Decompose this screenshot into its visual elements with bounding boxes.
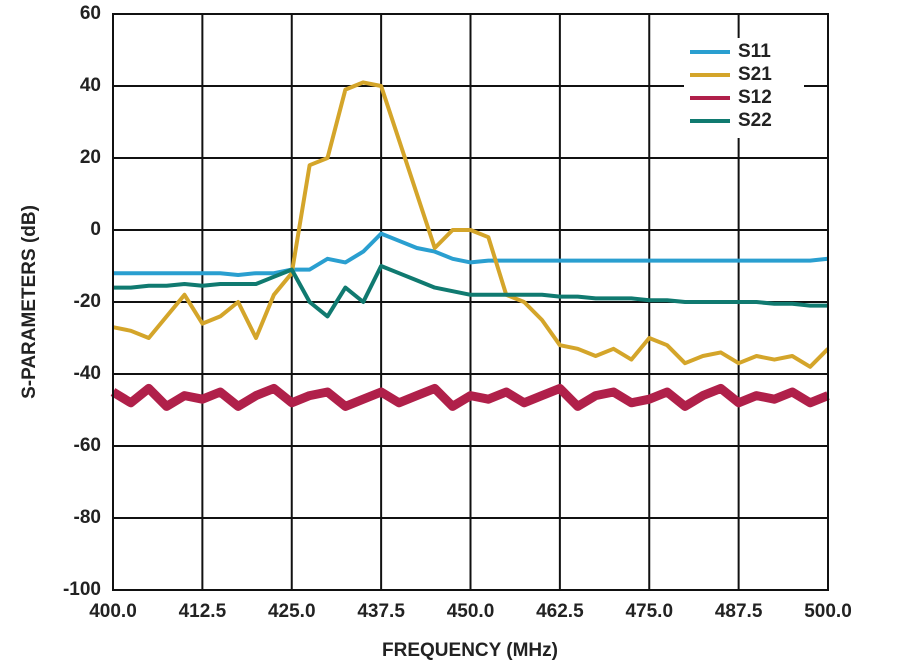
- y-tick-label: -100: [63, 579, 101, 600]
- x-tick-label: 412.5: [179, 601, 227, 622]
- x-axis-label: FREQUENCY (MHz): [382, 640, 558, 661]
- legend-label: S11: [738, 41, 771, 62]
- y-tick-label: -20: [74, 291, 101, 312]
- series-line: [112, 80, 830, 369]
- x-tick-label: 475.0: [625, 601, 673, 622]
- y-tick-label: 0: [90, 219, 101, 240]
- y-tick-label: 20: [80, 147, 101, 168]
- x-tick-label: 437.5: [357, 601, 405, 622]
- series-line: [110, 383, 830, 411]
- legend-label: S21: [738, 64, 772, 85]
- y-axis-label: S-PARAMETERS (dB): [19, 205, 40, 399]
- y-tick-label: -40: [74, 363, 101, 384]
- x-tick-label: 500.0: [804, 601, 852, 622]
- plot-border: [112, 13, 829, 591]
- x-tick-label: 400.0: [89, 601, 137, 622]
- y-tick-label: 60: [80, 3, 101, 24]
- x-tick-label: 450.0: [447, 601, 495, 622]
- x-tick-label: 462.5: [536, 601, 584, 622]
- legend-label: S22: [738, 110, 772, 131]
- y-tick-label: -80: [74, 507, 101, 528]
- legend-label: S12: [738, 87, 772, 108]
- y-tick-label: -60: [74, 435, 101, 456]
- series-line: [113, 231, 829, 277]
- x-tick-label: 487.5: [715, 601, 763, 622]
- y-tick-label: 40: [80, 75, 101, 96]
- x-tick-label: 425.0: [268, 601, 316, 622]
- series-line: [113, 264, 828, 319]
